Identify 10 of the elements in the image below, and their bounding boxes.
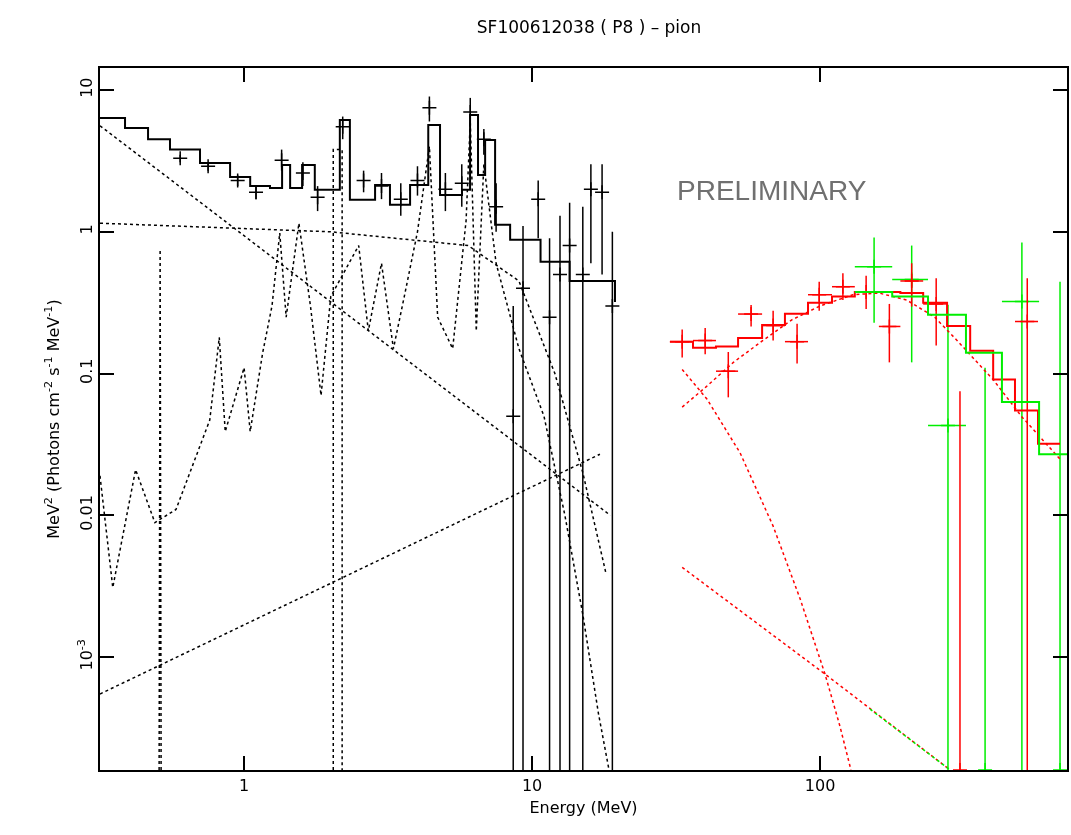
x-axis-title: Energy (MeV) [529,798,638,818]
y-tick-label: 0.1 [76,358,96,384]
y-tick-label: 1 [76,224,96,235]
chart-title: SF100612038 ( P8 ) – pion [476,16,702,37]
annotation: PRELIMINARY [677,175,867,206]
x-tick-label: 10 [521,775,543,795]
y-tick-label: 0.01 [76,495,96,531]
x-tick-label: 1 [239,775,250,795]
x-tick-label: 100 [804,775,836,795]
y-tick-label: 10 [76,77,96,98]
